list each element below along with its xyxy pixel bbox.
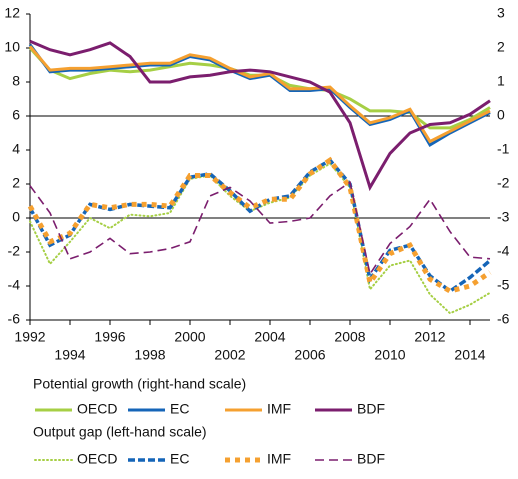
legend-label: BDF xyxy=(357,401,385,417)
x-tick-label: 2008 xyxy=(334,329,365,345)
y-tick-label: 6 xyxy=(12,107,20,123)
y-tick-label: 12 xyxy=(4,5,20,21)
legend-label: IMF xyxy=(267,451,291,467)
legend-title: Potential growth (right-hand scale) xyxy=(33,376,246,392)
x-tick-label: 2012 xyxy=(414,329,445,345)
y-tick-label: 0 xyxy=(12,209,20,225)
y-tick-label: 8 xyxy=(12,73,20,89)
legend-label: BDF xyxy=(357,451,385,467)
x-tick-label: 2000 xyxy=(174,329,205,345)
x-tick-label: 2004 xyxy=(254,329,285,345)
y2-tick-label: 0 xyxy=(497,107,505,123)
y-tick-label: -4 xyxy=(8,277,21,293)
y2-tick-label: 3 xyxy=(497,5,505,21)
legend-label: EC xyxy=(170,451,189,467)
legend-label: EC xyxy=(170,401,189,417)
legend-title: Output gap (left-hand scale) xyxy=(33,424,207,440)
y-tick-label: -6 xyxy=(8,311,21,327)
x-tick-label: 1998 xyxy=(134,347,165,363)
series-line xyxy=(29,39,491,192)
y-tick-label: 2 xyxy=(12,175,20,191)
x-tick-label: 2006 xyxy=(294,347,325,363)
legend-label: OECD xyxy=(77,451,117,467)
x-tick-label: 2010 xyxy=(374,347,405,363)
series-line xyxy=(29,162,491,315)
series-line xyxy=(28,157,492,294)
x-tick-label: 2002 xyxy=(214,347,245,363)
x-tick-label: 2014 xyxy=(454,347,485,363)
series-line xyxy=(27,156,492,294)
y-tick-label: -2 xyxy=(8,243,21,259)
y-tick-label: 4 xyxy=(12,141,20,157)
y-tick-label: 10 xyxy=(4,39,20,55)
y2-tick-label: -3 xyxy=(497,209,510,225)
x-tick-label: 1994 xyxy=(54,347,85,363)
y2-tick-label: -4 xyxy=(497,243,510,259)
y2-tick-label: -6 xyxy=(497,311,510,327)
legend-label: OECD xyxy=(77,401,117,417)
y2-tick-label: 1 xyxy=(497,73,505,89)
x-tick-label: 1992 xyxy=(14,329,45,345)
y2-tick-label: 2 xyxy=(497,39,505,55)
y2-tick-label: -1 xyxy=(497,141,510,157)
y2-tick-label: -5 xyxy=(497,277,510,293)
series-line xyxy=(28,45,491,144)
y2-tick-label: -2 xyxy=(497,175,510,191)
series-line xyxy=(29,180,491,277)
x-tick-label: 1996 xyxy=(94,329,125,345)
legend-label: IMF xyxy=(267,401,291,417)
